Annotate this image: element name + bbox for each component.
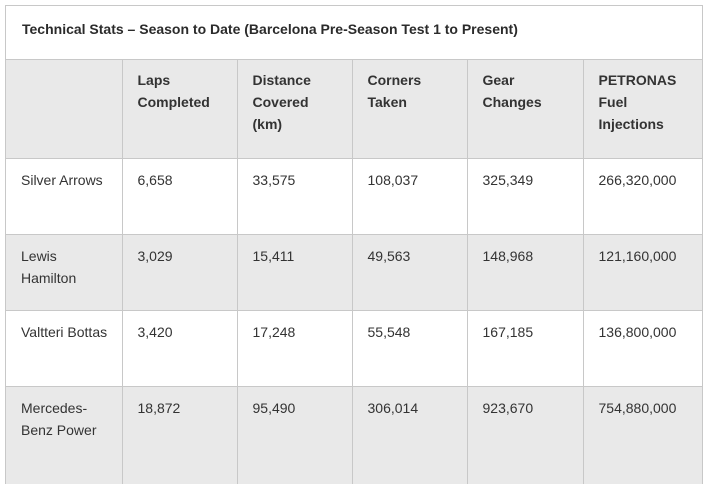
table-cell: 55,548 [351, 309, 468, 387]
table-cell: 95,490 [236, 385, 353, 484]
table-cell: 923,670 [466, 385, 584, 484]
stats-table-container: Technical Stats – Season to Date (Barcel… [5, 5, 703, 484]
row-label: Lewis Hamilton [6, 233, 123, 311]
table-cell: 3,029 [121, 233, 238, 311]
table-cell: 325,349 [466, 157, 584, 235]
table-row: Lewis Hamilton 3,029 15,411 49,563 148,9… [6, 233, 702, 311]
table-cell: 754,880,000 [582, 385, 702, 484]
table-title: Technical Stats – Season to Date (Barcel… [6, 6, 702, 60]
table-row: Valtteri Bottas 3,420 17,248 55,548 167,… [6, 309, 702, 387]
table-cell: 3,420 [121, 309, 238, 387]
header-cell-distance-covered: Distance Covered (km) [236, 60, 353, 159]
table-row: Silver Arrows 6,658 33,575 108,037 325,3… [6, 157, 702, 235]
table-cell: 306,014 [351, 385, 468, 484]
table-cell: 49,563 [351, 233, 468, 311]
table-cell: 17,248 [236, 309, 353, 387]
header-cell-fuel-injections: PETRONAS Fuel Injections [582, 60, 702, 159]
table-cell: 15,411 [236, 233, 353, 311]
table-row: Mercedes-Benz Power 18,872 95,490 306,01… [6, 385, 702, 484]
table-cell: 6,658 [121, 157, 238, 235]
table-cell: 167,185 [466, 309, 584, 387]
table-cell: 121,160,000 [582, 233, 702, 311]
technical-stats-table: Laps Completed Distance Covered (km) Cor… [6, 60, 702, 484]
header-cell-gear-changes: Gear Changes [466, 60, 584, 159]
row-label: Valtteri Bottas [6, 309, 123, 387]
table-cell: 108,037 [351, 157, 468, 235]
table-cell: 148,968 [466, 233, 584, 311]
header-cell-empty [6, 60, 123, 159]
table-header-row: Laps Completed Distance Covered (km) Cor… [6, 60, 702, 159]
table-cell: 136,800,000 [582, 309, 702, 387]
header-cell-corners-taken: Corners Taken [351, 60, 468, 159]
table-cell: 18,872 [121, 385, 238, 484]
header-cell-laps-completed: Laps Completed [121, 60, 238, 159]
row-label: Silver Arrows [6, 157, 123, 235]
table-cell: 266,320,000 [582, 157, 702, 235]
row-label: Mercedes-Benz Power [6, 385, 123, 484]
table-cell: 33,575 [236, 157, 353, 235]
